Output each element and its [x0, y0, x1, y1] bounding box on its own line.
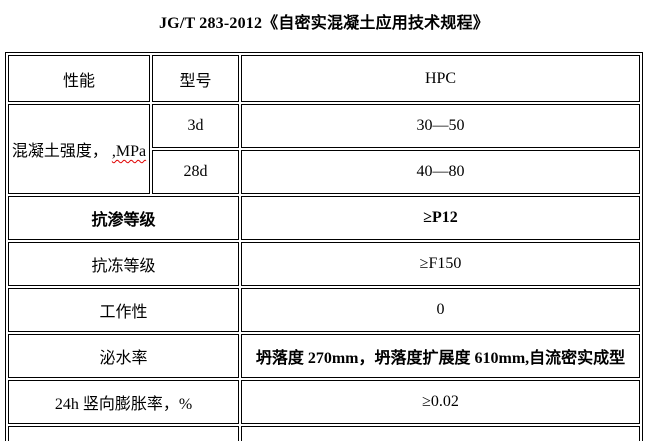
table-row-frost-resistance: 抗冻等级 ≥F150	[8, 242, 640, 286]
spec-table: 性能 型号 HPC 混凝土强度， ,MPa 3d 30—50 28d 40—80…	[5, 52, 643, 441]
cell-impermeability-value: ≥P12	[241, 196, 640, 240]
cell-value-3d: 30—50	[241, 104, 640, 148]
cell-workability-label: 工作性	[8, 288, 239, 332]
strength-label-text: 混凝土强度，	[11, 143, 112, 160]
cell-workability-value: 0	[241, 288, 640, 332]
table-header-row: 性能 型号 HPC	[8, 55, 640, 102]
cell-concrete-strength-label: 混凝土强度， ,MPa	[8, 104, 150, 194]
cell-bleeding-rate-value: 坍落度 270mm，坍落度扩展度 610mm,自流密实成型	[241, 334, 640, 378]
table-row-bleeding-rate: 泌水率 坍落度 270mm，坍落度扩展度 610mm,自流密实成型	[8, 334, 640, 378]
header-cell-hpc: HPC	[241, 55, 640, 102]
cell-vertical-expansion-label: 24h 竖向膨胀率，%	[8, 380, 239, 424]
document-title: JG/T 283-2012《自密实混凝土应用技术规程》	[158, 15, 489, 32]
cell-frost-resistance-value: ≥F150	[241, 242, 640, 286]
table-row-strength-28d: 28d 40—80	[8, 150, 640, 194]
cell-vertical-expansion-value: ≥0.02	[241, 380, 640, 424]
table-row-cutoff	[8, 426, 640, 441]
cell-frost-resistance-label: 抗冻等级	[8, 242, 239, 286]
header-cell-model: 型号	[152, 55, 239, 102]
strength-label-misspelled-unit: ,MPa	[111, 143, 147, 160]
cell-age-28d: 28d	[152, 150, 239, 194]
cell-age-3d: 3d	[152, 104, 239, 148]
header-cell-performance: 性能	[8, 55, 150, 102]
cell-value-28d: 40—80	[241, 150, 640, 194]
cell-cutoff-value	[241, 426, 640, 441]
cell-bleeding-rate-label: 泌水率	[8, 334, 239, 378]
table-row-strength-3d: 混凝土强度， ,MPa 3d 30—50	[8, 104, 640, 194]
table-row-workability: 工作性 0	[8, 288, 640, 332]
table-row-impermeability: 抗渗等级 ≥P12	[8, 196, 640, 240]
table-row-vertical-expansion: 24h 竖向膨胀率，% ≥0.02	[8, 380, 640, 424]
cell-cutoff-label	[8, 426, 239, 441]
cell-impermeability-label: 抗渗等级	[8, 196, 239, 240]
